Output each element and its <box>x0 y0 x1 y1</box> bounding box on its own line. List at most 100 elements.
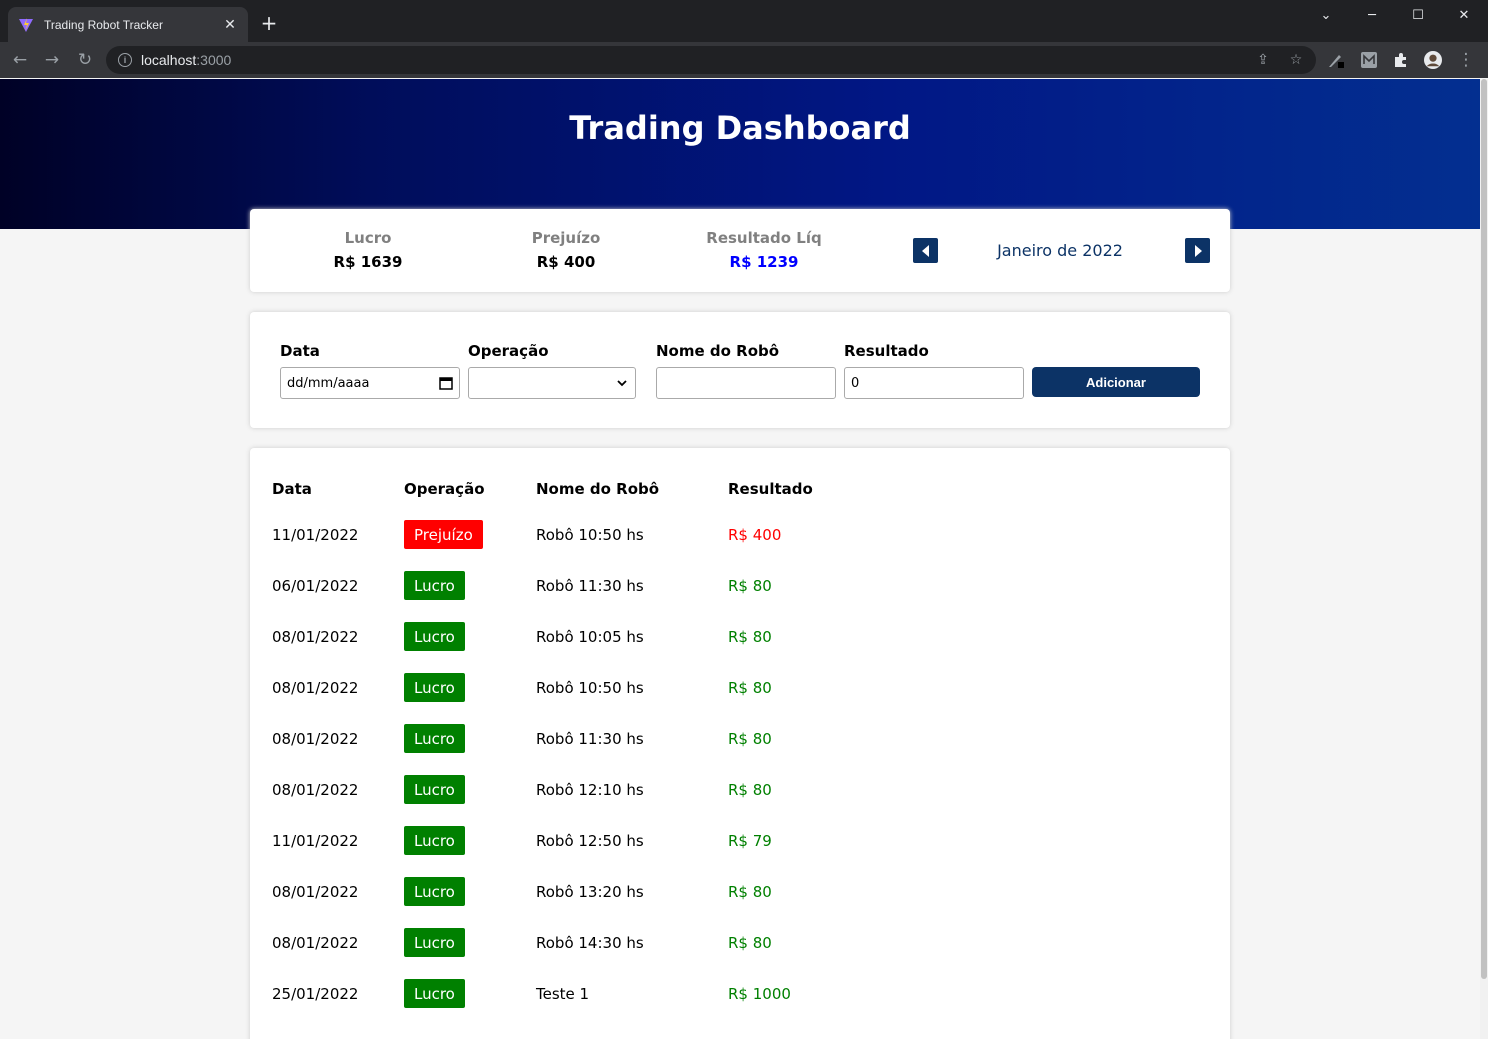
pen-extension-icon[interactable] <box>1327 51 1345 69</box>
profit-summary: Lucro R$ 1639 <box>268 229 468 271</box>
scrollbar-thumb[interactable] <box>1481 79 1487 979</box>
caret-left-icon <box>921 244 929 257</box>
summary-card: Lucro R$ 1639 Prejuízo R$ 400 Resultado … <box>250 209 1230 292</box>
back-icon[interactable]: ← <box>12 50 28 70</box>
page-scrollbar[interactable] <box>1480 79 1488 1039</box>
forward-icon[interactable]: → <box>44 50 60 70</box>
table-row: 08/01/2022 Lucro Robô 10:05 hs R$ 80 <box>250 622 1230 673</box>
row-robot-name: Robô 12:50 hs <box>536 832 644 850</box>
row-result: R$ 400 <box>728 526 782 544</box>
profit-label: Lucro <box>344 229 392 247</box>
date-field: Data dd/mm/aaaa <box>280 342 460 399</box>
next-month-button[interactable] <box>1185 238 1210 263</box>
page: Trading Dashboard Lucro R$ 1639 Prejuízo… <box>0 79 1480 1039</box>
row-result: R$ 80 <box>728 679 772 697</box>
profile-avatar-icon[interactable] <box>1424 51 1442 69</box>
row-robot-name: Teste 1 <box>536 985 590 1003</box>
row-date: 08/01/2022 <box>272 628 359 646</box>
operation-label: Operação <box>468 342 549 360</box>
row-date: 11/01/2022 <box>272 832 359 850</box>
operation-badge: Lucro <box>404 724 465 753</box>
date-label: Data <box>280 342 320 360</box>
operation-badge: Lucro <box>404 928 465 957</box>
current-month-label: Janeiro de 2022 <box>997 241 1123 260</box>
row-robot-name: Robô 10:50 hs <box>536 679 644 697</box>
browser-toolbar: ← → ↻ i localhost:3000 ⇪ ☆ ⋮ <box>0 42 1488 78</box>
table-row: 25/01/2022 Lucro Teste 1 R$ 1000 <box>250 979 1230 1030</box>
reload-icon[interactable]: ↻ <box>77 50 93 70</box>
row-result: R$ 1000 <box>728 985 791 1003</box>
row-date: 06/01/2022 <box>272 577 359 595</box>
operation-badge: Prejuízo <box>404 520 483 549</box>
close-window-icon[interactable]: ✕ <box>1458 7 1470 23</box>
row-robot-name: Robô 10:50 hs <box>536 526 644 544</box>
row-date: 08/01/2022 <box>272 730 359 748</box>
operation-field: Operação <box>468 342 648 399</box>
tab-close-icon[interactable]: ✕ <box>224 16 236 33</box>
loss-value: R$ 400 <box>536 253 596 271</box>
chevron-down-icon <box>617 379 627 386</box>
site-info-icon[interactable]: i <box>118 53 132 67</box>
row-result: R$ 80 <box>728 781 772 799</box>
robot-label: Nome do Robô <box>656 342 780 360</box>
table-row: 08/01/2022 Lucro Robô 14:30 hs R$ 80 <box>250 928 1230 979</box>
address-bar[interactable]: i localhost:3000 ⇪ ☆ <box>106 46 1316 74</box>
loss-label: Prejuízo <box>531 229 601 247</box>
m-extension-icon[interactable] <box>1360 51 1378 69</box>
date-input[interactable]: dd/mm/aaaa <box>280 367 460 399</box>
header-operation: Operação <box>404 480 485 498</box>
url-text: localhost:3000 <box>141 52 232 68</box>
net-label: Resultado Líq <box>706 229 822 247</box>
row-date: 08/01/2022 <box>272 934 359 952</box>
operation-select[interactable] <box>468 367 636 399</box>
extensions-puzzle-icon[interactable] <box>1392 51 1410 69</box>
maximize-icon[interactable]: ☐ <box>1412 7 1424 23</box>
tab-title: Trading Robot Tracker <box>44 17 163 32</box>
row-robot-name: Robô 14:30 hs <box>536 934 644 952</box>
vite-favicon-icon <box>18 17 34 33</box>
row-robot-name: Robô 12:10 hs <box>536 781 644 799</box>
browser-tab-bar: Trading Robot Tracker ✕ + ⌄ ─ ☐ ✕ <box>0 0 1488 42</box>
row-result: R$ 79 <box>728 832 772 850</box>
previous-month-button[interactable] <box>913 238 938 263</box>
result-input[interactable] <box>844 367 1024 399</box>
row-result: R$ 80 <box>728 628 772 646</box>
browser-tab[interactable]: Trading Robot Tracker ✕ <box>8 7 248 42</box>
result-field: Resultado <box>844 342 1024 399</box>
operation-badge: Lucro <box>404 826 465 855</box>
page-title: Trading Dashboard <box>569 109 911 147</box>
row-date: 25/01/2022 <box>272 985 359 1003</box>
robot-name-input[interactable] <box>656 367 836 399</box>
row-result: R$ 80 <box>728 883 772 901</box>
header-robot: Nome do Robô <box>536 480 660 498</box>
row-date: 08/01/2022 <box>272 883 359 901</box>
operation-badge: Lucro <box>404 775 465 804</box>
add-button[interactable]: Adicionar <box>1032 367 1200 397</box>
row-robot-name: Robô 13:20 hs <box>536 883 644 901</box>
bookmark-star-icon[interactable]: ☆ <box>1289 52 1303 68</box>
net-value: R$ 1239 <box>729 253 799 271</box>
result-label: Resultado <box>844 342 929 360</box>
table-row: 11/01/2022 Lucro Robô 12:50 hs R$ 79 <box>250 826 1230 877</box>
operation-badge: Lucro <box>404 622 465 651</box>
table-row: 08/01/2022 Lucro Robô 13:20 hs R$ 80 <box>250 877 1230 928</box>
net-summary: Resultado Líq R$ 1239 <box>664 229 864 271</box>
robot-field: Nome do Robô <box>656 342 836 399</box>
row-result: R$ 80 <box>728 730 772 748</box>
table-row: 08/01/2022 Lucro Robô 10:50 hs R$ 80 <box>250 673 1230 724</box>
minimize-icon[interactable]: ─ <box>1368 7 1376 23</box>
loss-summary: Prejuízo R$ 400 <box>466 229 666 271</box>
share-icon[interactable]: ⇪ <box>1257 52 1269 68</box>
table-row: 06/01/2022 Lucro Robô 11:30 hs R$ 80 <box>250 571 1230 622</box>
new-tab-icon[interactable]: + <box>260 11 278 35</box>
row-result: R$ 80 <box>728 934 772 952</box>
operation-badge: Lucro <box>404 571 465 600</box>
calendar-icon[interactable] <box>439 376 453 390</box>
row-robot-name: Robô 11:30 hs <box>536 577 644 595</box>
tab-search-icon[interactable]: ⌄ <box>1320 7 1332 23</box>
table-row: 08/01/2022 Lucro Robô 12:10 hs R$ 80 <box>250 775 1230 826</box>
browser-menu-icon[interactable]: ⋮ <box>1457 50 1475 70</box>
row-result: R$ 80 <box>728 577 772 595</box>
date-placeholder: dd/mm/aaaa <box>287 375 370 391</box>
row-date: 08/01/2022 <box>272 679 359 697</box>
